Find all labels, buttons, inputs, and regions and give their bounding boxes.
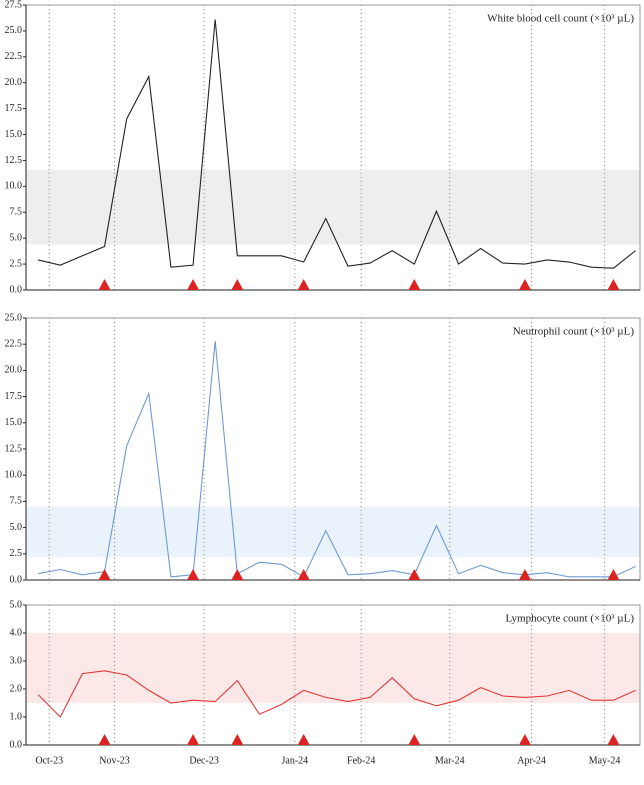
series-line [38, 19, 636, 269]
y-tick-label: 2.5 [10, 548, 23, 559]
series-line [37, 670, 636, 718]
y-tick-label: 22.5 [5, 51, 23, 62]
chart-title: Lymphocyte count (×10³ µL) [505, 613, 634, 625]
event-marker [607, 279, 620, 290]
event-marker [231, 569, 244, 580]
x-tick-label: May-24 [589, 755, 621, 766]
event-marker [231, 734, 244, 745]
x-tick-label: Nov-23 [99, 755, 130, 766]
y-tick-label: 2.0 [10, 683, 23, 694]
event-marker [297, 734, 310, 745]
x-tick-label: Feb-24 [347, 755, 375, 766]
event-marker [297, 279, 310, 290]
y-tick-label: 2.5 [10, 258, 23, 269]
y-tick-label: 10.0 [5, 469, 23, 480]
y-tick-label: 0.0 [10, 574, 23, 585]
y-tick-label: 4.0 [10, 627, 23, 638]
y-tick-label: 1.0 [10, 711, 23, 722]
y-tick-label: 3.0 [10, 655, 23, 666]
x-tick-label: Oct-23 [35, 755, 63, 766]
y-tick-label: 17.5 [5, 391, 23, 402]
x-tick-label: Dec-23 [189, 755, 218, 766]
y-tick-label: 7.5 [10, 496, 23, 507]
chart-title: White blood cell count (×10³ µL) [487, 13, 634, 25]
plot-frame [25, 4, 641, 291]
y-tick-label: 15.0 [5, 417, 23, 428]
event-marker [408, 569, 421, 580]
y-tick-label: 20.0 [5, 365, 23, 376]
y-tick-label: 7.5 [10, 207, 23, 218]
y-tick-label: 15.0 [5, 129, 23, 140]
event-marker [607, 569, 620, 580]
y-tick-label: 5.0 [10, 522, 23, 533]
event-marker [518, 279, 531, 290]
x-tick-label: Mar-24 [435, 755, 465, 766]
y-tick-label: 0.0 [10, 739, 23, 750]
y-tick-label: 5.0 [10, 232, 23, 243]
event-marker [187, 279, 200, 290]
event-marker [98, 279, 111, 290]
y-tick-label: 12.5 [5, 155, 23, 166]
y-tick-label: 25.0 [5, 25, 23, 36]
x-tick-label: Apr-24 [517, 755, 546, 766]
y-tick-label: 5.0 [10, 599, 23, 610]
event-marker [187, 569, 200, 580]
y-tick-label: 10.0 [5, 181, 23, 192]
chart-title: Neutrophil count (×10³ µL) [513, 326, 635, 338]
reference-band [26, 169, 640, 245]
event-marker [408, 279, 421, 290]
reference-band [26, 506, 640, 557]
y-tick-label: 25.0 [5, 312, 23, 323]
y-tick-label: 17.5 [5, 103, 23, 114]
reference-band [26, 633, 640, 703]
event-marker [408, 734, 421, 745]
y-tick-label: 20.0 [5, 77, 23, 88]
event-marker [98, 569, 111, 580]
event-marker [187, 734, 200, 745]
event-marker [518, 569, 531, 580]
event-marker [297, 569, 310, 580]
y-tick-label: 22.5 [5, 338, 23, 349]
y-tick-label: 0.0 [10, 284, 23, 295]
series-line [38, 341, 636, 578]
event-marker [518, 734, 531, 745]
y-tick-label: 27.5 [5, 0, 23, 10]
event-marker [98, 734, 111, 745]
event-marker [607, 734, 620, 745]
x-tick-label: Jan-24 [281, 755, 308, 766]
event-marker [231, 279, 244, 290]
y-tick-label: 12.5 [5, 443, 23, 454]
